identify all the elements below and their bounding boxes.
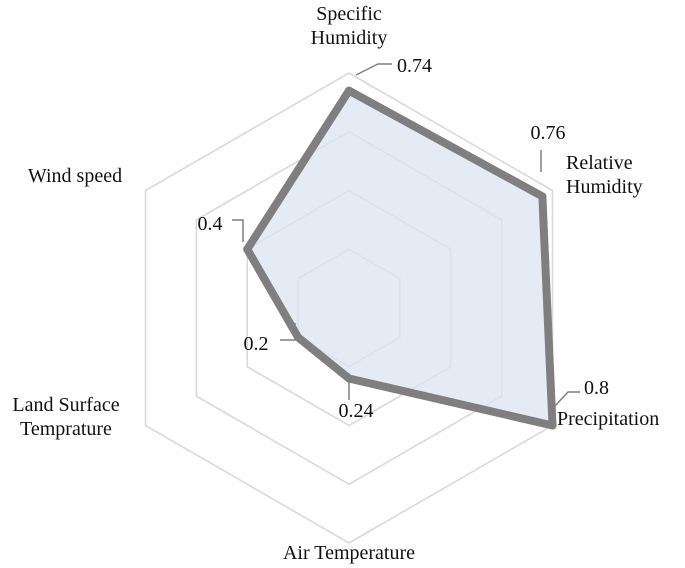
value-label-5: 0.2 — [244, 333, 269, 355]
value-label-6: 0.4 — [198, 213, 223, 235]
radar-series — [243, 86, 557, 430]
data-point-1 — [345, 86, 353, 95]
value-leader-6 — [232, 219, 244, 242]
value-leader-3 — [552, 391, 580, 409]
category-label-6: Wind speed — [28, 165, 122, 187]
value-label-2: 0.76 — [531, 122, 566, 144]
data-point-6 — [243, 245, 252, 254]
category-label-2: Relative Humidity — [566, 152, 643, 198]
value-leader-lines — [232, 63, 580, 409]
data-point-3 — [548, 421, 557, 430]
grid-ring-4 — [144, 72, 554, 544]
radar-labels: Specific Humidity Relative Humidity Precipit… — [12, 3, 659, 564]
value-leader-5 — [280, 323, 296, 341]
category-label-1: Specific Humidity — [311, 3, 388, 49]
value-label-3: 0.8 — [584, 377, 609, 399]
series-polygon — [243, 86, 557, 430]
data-point-5 — [294, 333, 303, 342]
data-point-2 — [538, 192, 547, 201]
category-label-5: Land Surface Temprature — [12, 394, 119, 440]
value-label-4: 0.24 — [339, 400, 374, 422]
value-label-1: 0.74 — [397, 55, 432, 77]
category-label-3: Precipitation — [557, 408, 659, 430]
category-label-4: Air Temperature — [283, 542, 415, 564]
value-leader-1 — [355, 63, 392, 76]
